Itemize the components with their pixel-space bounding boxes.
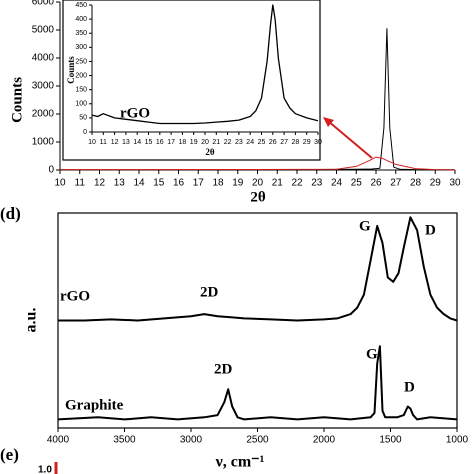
x-tick-label: 17 bbox=[167, 139, 175, 146]
x-tick-label: 15 bbox=[145, 139, 153, 146]
annotation: 2D bbox=[200, 284, 219, 300]
annotation: rGO bbox=[120, 105, 150, 121]
x-tick-label: 2500 bbox=[246, 435, 269, 446]
x-tick-label: 28 bbox=[292, 139, 300, 146]
panel-label: (e) bbox=[0, 445, 19, 464]
x-tick-label: 10 bbox=[88, 139, 96, 146]
x-tick-label: 19 bbox=[232, 178, 244, 189]
y-tick-label: 4000 bbox=[32, 53, 55, 64]
y-tick-label: 1000 bbox=[32, 137, 55, 148]
x-tick-label: 3000 bbox=[180, 435, 203, 446]
annotation: G bbox=[359, 218, 371, 234]
x-tick-label: 21 bbox=[272, 178, 284, 189]
y-axis-label: Counts bbox=[9, 77, 25, 123]
x-tick-label: 1000 bbox=[446, 435, 469, 446]
x-tick-label: 22 bbox=[291, 178, 303, 189]
y-tick-label: 3000 bbox=[32, 81, 55, 92]
x-tick-label: 11 bbox=[75, 178, 86, 189]
data-line bbox=[57, 345, 458, 421]
x-axis-label: 2θ bbox=[205, 147, 215, 157]
y-tick-label: 450 bbox=[75, 2, 87, 9]
x-tick-label: 1500 bbox=[379, 435, 402, 446]
y-tick-label: 0 bbox=[48, 165, 54, 176]
x-tick-label: 24 bbox=[331, 178, 343, 189]
x-tick-label: 30 bbox=[449, 178, 461, 189]
x-tick-label: 13 bbox=[122, 139, 130, 146]
x-tick-label: 29 bbox=[303, 139, 311, 146]
x-tick-label: 20 bbox=[252, 178, 264, 189]
x-tick-label: 18 bbox=[179, 139, 187, 146]
y-tick-label: 5000 bbox=[32, 25, 55, 36]
x-tick-label: 16 bbox=[156, 139, 164, 146]
x-tick-label: 2000 bbox=[313, 435, 336, 446]
arrow-head bbox=[323, 117, 334, 127]
x-tick-label: 20 bbox=[201, 139, 209, 146]
x-tick-label: 15 bbox=[153, 178, 165, 189]
x-axis-label: 2θ bbox=[250, 189, 266, 205]
y-tick-label: 200 bbox=[75, 72, 87, 79]
y-tick-label: 6000 bbox=[32, 0, 55, 8]
annotation: rGO bbox=[60, 288, 90, 304]
x-tick-label: 16 bbox=[173, 178, 185, 189]
arrow bbox=[327, 120, 373, 159]
x-axis-label: ν, cm⁻¹ bbox=[215, 454, 265, 471]
x-tick-label: 27 bbox=[390, 178, 402, 189]
x-tick-label: 13 bbox=[114, 178, 126, 189]
inset-frame bbox=[62, 0, 321, 161]
x-tick-label: 19 bbox=[190, 139, 198, 146]
x-tick-label: 25 bbox=[351, 178, 363, 189]
annotation: 2D bbox=[214, 361, 233, 377]
x-tick-label: 30 bbox=[314, 139, 322, 146]
annotation: D bbox=[404, 379, 415, 395]
x-tick-label: 25 bbox=[258, 139, 266, 146]
axis-tick-label: 1.0 bbox=[38, 465, 52, 474]
y-axis-label: Counts bbox=[66, 56, 76, 84]
y-tick-label: 50 bbox=[79, 115, 87, 122]
annotation: Graphite bbox=[65, 397, 124, 413]
x-tick-label: 4000 bbox=[47, 435, 70, 446]
y-tick-label: 250 bbox=[75, 58, 87, 65]
data-line bbox=[58, 216, 458, 322]
x-tick-label: 21 bbox=[212, 139, 220, 146]
annotation: D bbox=[425, 222, 436, 238]
y-tick-label: 350 bbox=[75, 30, 87, 37]
x-tick-label: 26 bbox=[269, 139, 277, 146]
x-tick-label: 23 bbox=[235, 139, 243, 146]
y-tick-label: 2000 bbox=[32, 109, 55, 120]
y-tick-label: 100 bbox=[75, 101, 87, 108]
x-tick-label: 28 bbox=[410, 178, 422, 189]
x-tick-label: 3500 bbox=[113, 435, 136, 446]
panel-label: (d) bbox=[0, 204, 21, 223]
x-tick-label: 14 bbox=[133, 178, 145, 189]
x-tick-label: 29 bbox=[430, 178, 442, 189]
x-tick-label: 27 bbox=[280, 139, 288, 146]
y-tick-label: 300 bbox=[75, 44, 87, 51]
x-tick-label: 12 bbox=[111, 139, 119, 146]
x-tick-label: 18 bbox=[212, 178, 224, 189]
y-axis-label: a.u. bbox=[23, 308, 40, 333]
x-tick-label: 10 bbox=[54, 178, 66, 189]
x-tick-label: 17 bbox=[193, 178, 205, 189]
x-tick-label: 14 bbox=[133, 139, 141, 146]
data-line bbox=[91, 4, 319, 125]
x-tick-label: 11 bbox=[100, 139, 107, 146]
y-tick-label: 150 bbox=[75, 87, 87, 94]
x-tick-label: 22 bbox=[224, 139, 232, 146]
x-tick-label: 23 bbox=[311, 178, 323, 189]
x-tick-label: 24 bbox=[246, 139, 254, 146]
x-tick-label: 26 bbox=[370, 178, 382, 189]
x-tick-label: 12 bbox=[94, 178, 106, 189]
y-tick-label: 400 bbox=[75, 16, 87, 23]
data-line bbox=[60, 156, 456, 171]
y-tick-label: 0 bbox=[83, 129, 87, 136]
annotation: G bbox=[366, 346, 378, 362]
